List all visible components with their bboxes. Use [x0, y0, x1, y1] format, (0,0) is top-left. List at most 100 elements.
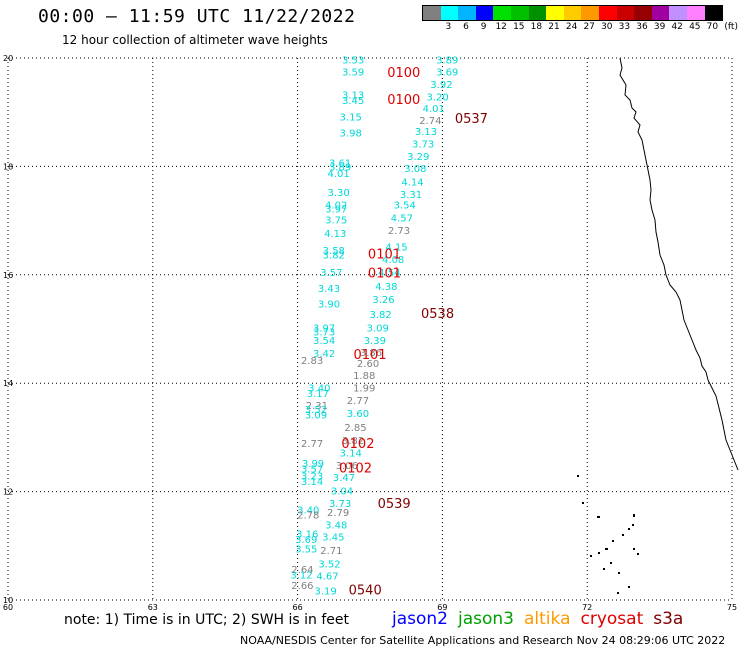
- wave-height-value: 2.79: [327, 508, 349, 519]
- lat-tick-label: 10: [3, 596, 13, 605]
- pass-time-label: 0539: [378, 497, 411, 512]
- wave-height-value: 2.83: [301, 356, 323, 367]
- wave-height-value: 3.26: [372, 295, 394, 306]
- wave-height-value: 3.54: [394, 201, 416, 212]
- wave-height-value: 2.64: [291, 565, 313, 576]
- wave-height-value: 2.77: [301, 439, 323, 450]
- color-legend-labels: 3 6 9 12 15 18 21 24 27 30 33 36 39 42 45 70 (ft): [422, 22, 738, 32]
- legend-swatch: [581, 6, 599, 20]
- wave-height-value: 3.29: [407, 152, 429, 163]
- wave-height-value: 3.14: [301, 477, 323, 488]
- legend-swatch-label: 45: [689, 22, 701, 32]
- legend-swatch-label: 70: [706, 22, 719, 32]
- lat-tick-label: 18: [3, 162, 13, 171]
- lon-tick-label: 72: [582, 603, 592, 612]
- lon-tick-label: 69: [437, 603, 447, 612]
- legend-swatch: [704, 6, 723, 20]
- wave-height-value: 3.97: [325, 204, 347, 215]
- satellite-legend-cryosat: cryosat: [580, 609, 644, 629]
- wave-height-value: 3.17: [307, 389, 329, 400]
- legend-swatch: [528, 6, 547, 20]
- wave-height-value: 3.75: [325, 215, 347, 226]
- wave-height-value: 3.04: [331, 486, 353, 497]
- axis-tick-labels: 60 63 66 69 72 75 10 12 14 16 18 20: [3, 54, 737, 612]
- wave-height-labels: 3.533.593.133.453.153.983.893.693.923.20…: [290, 55, 458, 597]
- wave-height-value: 3.82: [342, 436, 364, 447]
- pass-time-label: 0540: [349, 584, 382, 599]
- lat-tick-label: 12: [3, 488, 13, 497]
- legend-swatch-label: 33: [618, 22, 631, 32]
- wave-height-value: 3.43: [318, 284, 340, 295]
- wave-height-value: 3.15: [340, 112, 362, 123]
- wave-height-value: 4.15: [385, 242, 407, 253]
- wave-height-value: 3.53: [342, 55, 364, 66]
- legend-swatch-label: 9: [480, 22, 487, 32]
- wave-height-value: 3.06: [336, 461, 358, 472]
- lon-tick-label: 75: [727, 603, 737, 612]
- wave-height-value: 2.85: [344, 423, 366, 434]
- legend-swatch: [651, 6, 670, 20]
- wave-height-value: 3.73: [412, 139, 434, 150]
- wave-height-value: 3.57: [301, 465, 323, 476]
- wave-height-value: 3.45: [342, 96, 364, 107]
- legend-swatch-label: 12: [495, 22, 507, 32]
- coastline: [577, 57, 739, 594]
- wave-height-value: 2.77: [347, 396, 369, 407]
- wave-height-value: 3.99: [302, 459, 324, 470]
- wave-height-value: 2.60: [357, 359, 379, 370]
- wave-height-value: 3.42: [313, 349, 335, 360]
- wave-height-value: 4.02: [325, 201, 347, 212]
- wave-height-value: 3.09: [305, 410, 327, 421]
- wave-height-value: 2.66: [291, 581, 313, 592]
- pass-time-label: 0100: [387, 93, 420, 108]
- pass-time-label: 0101: [353, 348, 386, 363]
- wave-height-value: 3.52: [305, 405, 327, 416]
- wave-height-value: 4.01: [327, 169, 349, 180]
- wave-height-value: 4.57: [391, 214, 413, 225]
- map-title: 00:00 — 11:59 UTC 11/22/2022: [38, 6, 356, 27]
- wave-height-value: 3.57: [320, 268, 342, 279]
- wave-height-value: 4.38: [375, 282, 397, 293]
- wave-height-value: 3.60: [347, 409, 369, 420]
- wave-height-value: 3.13: [415, 127, 437, 138]
- legend-swatch: [440, 6, 459, 20]
- wave-height-value: 3.82: [323, 251, 345, 262]
- wave-height-value: 3.97: [313, 324, 335, 335]
- legend-unit-label: (ft): [724, 22, 738, 32]
- units-note: note: 1) Time is in UTC; 2) SWH is in fe…: [64, 612, 350, 628]
- india-west-coastline: [619, 57, 739, 471]
- wave-height-value: 3.47: [333, 473, 355, 484]
- legend-swatch-label: 15: [513, 22, 525, 32]
- wave-height-value: 3.13: [342, 91, 364, 102]
- legend-swatch-label: 36: [636, 22, 648, 32]
- wave-height-value: 4.67: [316, 571, 338, 582]
- wave-height-value: 4.13: [324, 229, 346, 240]
- satellite-legend-jason3: jason3: [458, 609, 514, 629]
- pass-time-label: 0101: [368, 248, 401, 263]
- wave-height-value: 3.39: [364, 336, 386, 347]
- wave-height-value: 3.54: [313, 336, 335, 347]
- pass-time-label: 0102: [341, 437, 374, 452]
- wave-height-value: 3.23: [301, 472, 323, 483]
- color-legend-bar: [422, 5, 724, 21]
- legend-swatch: [686, 6, 705, 20]
- legend-swatch-label: 6: [463, 22, 469, 32]
- wave-height-value: 4.14: [401, 177, 423, 188]
- wave-height-value: 3.08: [404, 164, 426, 175]
- legend-swatch-label: 24: [565, 22, 578, 32]
- wave-height-value: 3.40: [308, 383, 330, 394]
- wave-height-value: 1.99: [353, 383, 375, 394]
- wave-height-value: 3.59: [342, 67, 364, 78]
- wave-height-value: 3.45: [322, 532, 344, 543]
- credit-line: NOAA/NESDIS Center for Satellite Applica…: [240, 634, 726, 647]
- wave-height-value: 4.54: [378, 268, 400, 279]
- legend-swatch-label: 3: [445, 22, 452, 32]
- wave-height-value: 2.71: [320, 546, 342, 557]
- satellite-legend-jason2: jason2: [392, 609, 448, 629]
- lon-tick-label: 60: [3, 603, 13, 612]
- legend-swatch: [458, 6, 476, 20]
- wave-height-value: 3.48: [325, 520, 347, 531]
- wave-height-value: 3.92: [430, 80, 452, 91]
- wave-height-value: 3.90: [318, 299, 340, 310]
